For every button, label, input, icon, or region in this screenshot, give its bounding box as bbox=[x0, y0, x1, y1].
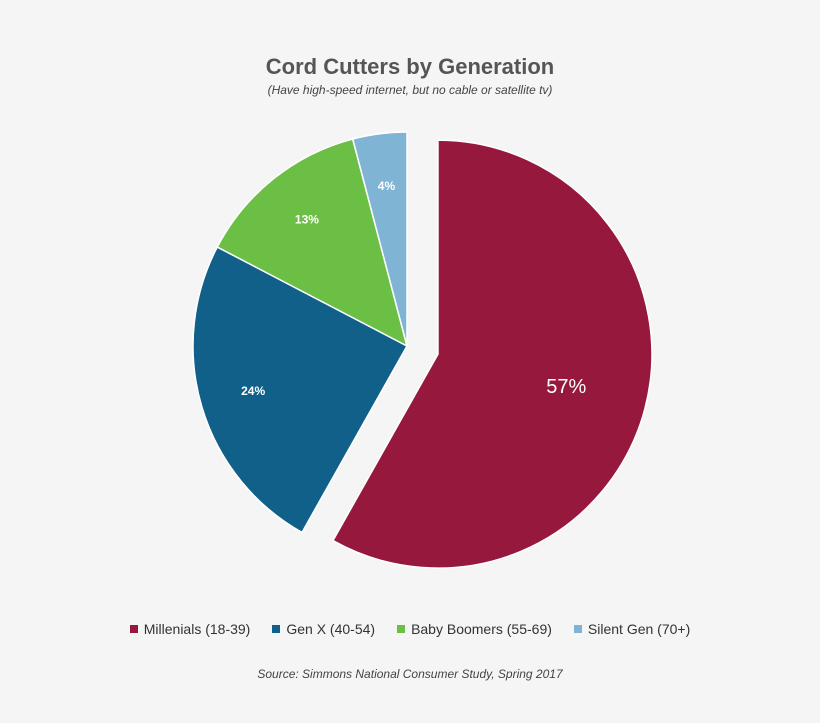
legend-swatch-baby-boomers bbox=[397, 625, 406, 633]
legend: Millenials (18-39) Gen X (40-54) Baby Bo… bbox=[0, 621, 820, 637]
pie-chart: 57% 24% 13% 4% bbox=[192, 131, 653, 569]
data-label-millenials: 57% bbox=[546, 376, 586, 398]
pie-slice-silent-gen bbox=[351, 131, 408, 347]
pie-slice-baby-boomers bbox=[216, 138, 409, 348]
source-note: Source: Simmons National Consumer Study,… bbox=[257, 667, 563, 681]
legend-item-silent-gen: Silent Gen (70+) bbox=[573, 621, 691, 637]
legend-swatch-gen-x bbox=[272, 625, 281, 633]
legend-item-baby-boomers: Baby Boomers (55-69) bbox=[397, 621, 552, 637]
legend-swatch-millenials bbox=[129, 625, 138, 633]
legend-label-millenials: Millenials (18-39) bbox=[143, 621, 251, 637]
chart-subtitle: (Have high-speed internet, but no cable … bbox=[267, 83, 553, 97]
legend-label-baby-boomers: Baby Boomers (55-69) bbox=[411, 621, 552, 637]
data-label-gen-x: 24% bbox=[241, 384, 265, 398]
legend-label-silent-gen: Silent Gen (70+) bbox=[587, 621, 691, 637]
legend-item-gen-x: Gen X (40-54) bbox=[272, 621, 375, 637]
legend-swatch-silent-gen bbox=[573, 625, 582, 633]
chart-title: Cord Cutters by Generation bbox=[265, 54, 555, 79]
data-label-baby-boomers: 13% bbox=[295, 213, 319, 227]
pie-slice-millenials bbox=[331, 139, 653, 569]
data-label-silent-gen: 4% bbox=[378, 179, 396, 193]
legend-item-millenials: Millenials (18-39) bbox=[129, 621, 251, 637]
legend-label-gen-x: Gen X (40-54) bbox=[286, 621, 376, 637]
